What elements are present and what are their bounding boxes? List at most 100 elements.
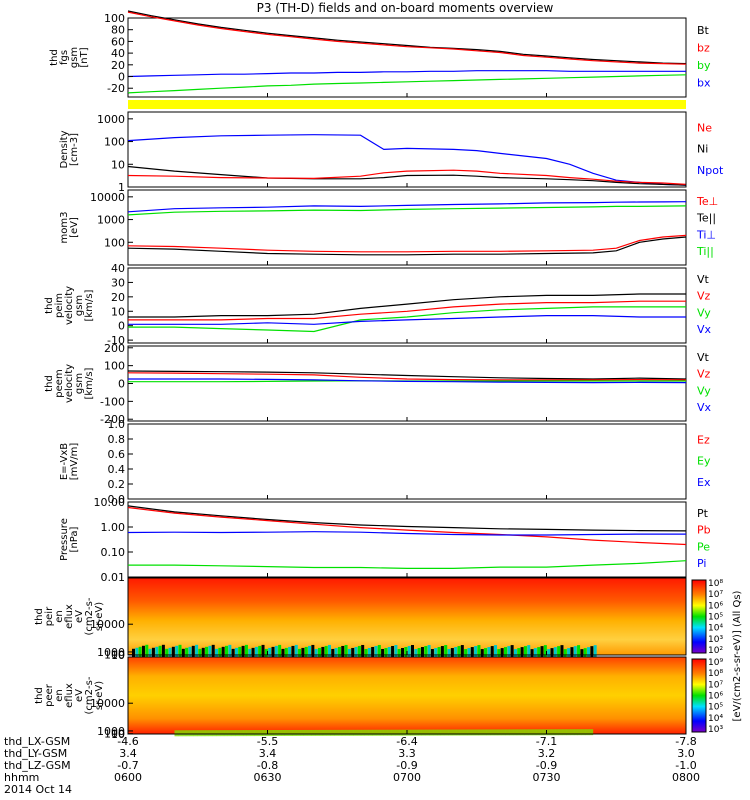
- series-Bt: [127, 10, 687, 65]
- ylabel-line: [nT]: [79, 47, 90, 67]
- ion-flux-cell: [397, 648, 401, 659]
- electron-flux-cell: [216, 730, 221, 737]
- electron-flux-cell: [478, 729, 483, 736]
- ion-flux-cell: [467, 648, 471, 661]
- orbit-value: 3.4: [119, 747, 137, 760]
- ion-flux-cell: [520, 647, 524, 662]
- ion-flux-cell: [411, 645, 414, 664]
- ion-flux-cell: [321, 646, 325, 661]
- colorbar-tick: 10⁸: [708, 579, 723, 589]
- ion-flux-cell: [244, 644, 248, 663]
- legend-bx: bx: [697, 76, 711, 89]
- time-tick: 0800: [672, 771, 700, 784]
- colorbar-tick: 10⁶: [708, 601, 723, 611]
- series-Pe: [128, 560, 687, 569]
- ylabel-line: sr-eV): [94, 602, 105, 631]
- ion-flux-cell: [563, 649, 567, 660]
- ytick-label: 1.0: [108, 418, 126, 431]
- electron-flux-cell: [437, 729, 442, 736]
- ytick-label: 1000: [97, 113, 125, 126]
- orbit-value: -0.8: [257, 759, 278, 772]
- electron-flux-cell: [262, 730, 267, 737]
- ytick-label: 60: [111, 35, 125, 48]
- colorbar-tick: 10⁵: [708, 703, 723, 713]
- colorbar-tick: 10³: [708, 725, 723, 735]
- panel-vele: 200 100 0 -100 -200 thd peem velocity gsm [km/s] V…: [44, 342, 712, 426]
- legend-Npot: Npot: [697, 164, 724, 177]
- electron-flux-cell: [330, 729, 335, 736]
- ion-flux-cell: [583, 648, 587, 661]
- colorbar-tick: 10⁶: [708, 692, 723, 702]
- electron-flux-cell: [204, 730, 209, 737]
- ylabel-line: fgs: [59, 50, 70, 65]
- electron-flux-cell: [315, 729, 320, 736]
- electron-flux-cell: [421, 729, 426, 736]
- electron-flux-cell: [581, 729, 586, 736]
- electron-flux-cell: [482, 729, 487, 736]
- electron-flux-cell: [589, 729, 594, 736]
- ion-flux-cell: [407, 646, 411, 663]
- panel-pressure: 10.00 1.00 0.10 0.01 Pressure [nPa] Pt Pb Pe Pi: [59, 496, 711, 584]
- ylabel-line: gsm: [74, 373, 85, 394]
- ylabel-line: eflux: [64, 604, 75, 629]
- ytick-label: 20: [111, 291, 125, 304]
- ion-flux-cell: [457, 646, 461, 663]
- electron-flux-cell: [524, 729, 529, 736]
- ylabel-line: sr-eV): [94, 681, 105, 710]
- electron-flux-cell: [547, 729, 552, 736]
- electron-flux-cell: [471, 729, 476, 736]
- series-Vt: [128, 293, 686, 318]
- ylabel-line: en: [54, 689, 65, 702]
- orbit-label: thd_LY-GSM: [4, 747, 67, 760]
- legend-Pi: Pi: [697, 557, 706, 570]
- legend-by: by: [697, 59, 711, 72]
- ion-flux-cell: [454, 647, 458, 662]
- electron-flux-cell: [239, 730, 244, 737]
- series-Ne: [127, 169, 687, 185]
- ytick-label: 100: [104, 360, 125, 373]
- ion-flux-cell: [241, 645, 245, 662]
- panel-temp: 10000 1000 100 mom3 [eV] Te⊥ Te|| Ti⊥ Ti||: [59, 189, 718, 266]
- ion-flux-cell: [198, 648, 202, 659]
- series-Vx: [128, 315, 686, 325]
- ion-flux-cell: [268, 647, 272, 660]
- ion-flux-cell: [304, 646, 308, 661]
- ion-flux-cell: [517, 648, 521, 661]
- legend-Pe: Pe: [697, 540, 710, 553]
- ion-flux-cell: [487, 647, 491, 662]
- ion-flux-cell: [195, 644, 199, 663]
- ylabel-line: peir: [44, 606, 55, 626]
- ylabel-line: peem: [54, 369, 65, 397]
- ylabel-line: Density: [59, 130, 70, 168]
- electron-flux-cell: [296, 729, 301, 736]
- spectrogram-bg: [128, 657, 686, 734]
- ylabel-line: eV: [74, 689, 85, 702]
- colorbar-tick: 10⁵: [708, 613, 723, 623]
- electron-flux-cell: [497, 729, 502, 736]
- electron-flux-cell: [212, 730, 217, 737]
- ylabel-line: mom3: [59, 212, 70, 244]
- ion-flux-cell: [201, 647, 205, 660]
- ylabel-line: en: [54, 610, 65, 623]
- ylabel-line: Pressure: [59, 518, 70, 561]
- ion-flux-cell: [414, 649, 418, 660]
- orbit-label: thd_LZ-GSM: [4, 759, 71, 772]
- ytick-label: 0: [118, 71, 125, 84]
- ion-flux-cell: [377, 644, 381, 663]
- ion-flux-cell: [155, 646, 159, 661]
- ion-flux-cell: [208, 645, 212, 662]
- ytick-label: 10: [111, 305, 125, 318]
- ion-flux-cell: [387, 646, 391, 661]
- orbit-value: 3.2: [538, 747, 556, 760]
- ytick-label: -200: [100, 413, 125, 426]
- legend-Vz: Vz: [697, 368, 711, 381]
- orbit-value: 3.4: [259, 747, 277, 760]
- ion-flux-cell: [324, 645, 328, 662]
- electron-flux-cell: [395, 729, 400, 736]
- ion-flux-cell: [231, 648, 235, 659]
- ion-flux-cell: [211, 644, 215, 663]
- electron-flux-cell: [459, 729, 464, 736]
- ytick-label: 10000: [90, 191, 125, 204]
- panel-frame: [127, 17, 687, 98]
